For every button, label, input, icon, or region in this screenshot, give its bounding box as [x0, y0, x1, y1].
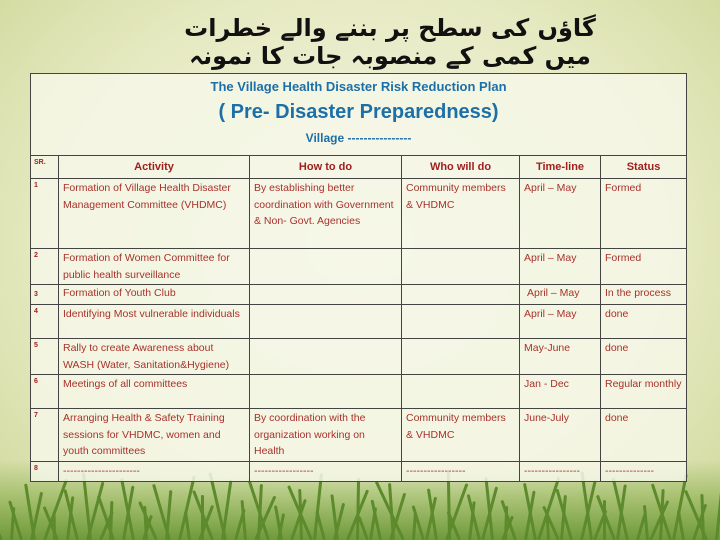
row-timeline: May-June	[519, 338, 601, 375]
col-status: Status	[599, 155, 688, 179]
row-sr: 2	[30, 248, 59, 285]
row-timeline: April – May	[519, 178, 601, 249]
row-status: Formed	[599, 178, 688, 249]
plan-subtitle: ( Pre- Disaster Preparedness)	[218, 101, 499, 123]
row-sr: 1	[30, 178, 59, 249]
table-row: 3 Formation of Youth Club April – May In th…	[30, 284, 688, 305]
row-how	[249, 304, 402, 339]
row-how: -----------------	[249, 461, 402, 482]
table-row: 1 Formation of Village Health Disaster Ma…	[30, 178, 688, 249]
row-status: Regular monthly	[599, 374, 688, 409]
row-sr: 3	[30, 284, 59, 305]
row-who	[401, 248, 520, 285]
village-label: Village ----------------	[305, 131, 412, 145]
row-activity: Identifying Most vulnerable individuals	[58, 304, 250, 339]
row-who	[401, 338, 520, 375]
grass-blade	[446, 471, 451, 540]
row-status: done	[599, 408, 688, 462]
row-activity: Formation of Village Health Disaster Man…	[58, 178, 250, 249]
row-status: In the process	[599, 284, 688, 305]
row-status: done	[599, 304, 688, 339]
row-sr: 5	[30, 338, 59, 375]
row-how	[249, 248, 402, 285]
grass-blade	[138, 501, 158, 540]
row-status: Formed	[599, 248, 688, 285]
row-how: By establishing better coordination with…	[249, 178, 402, 249]
row-how	[249, 284, 402, 305]
row-status: --------------	[599, 461, 688, 482]
row-activity: Rally to create Awareness about WASH (Wa…	[58, 338, 250, 375]
row-activity: Arranging Health & Safety Training sessi…	[58, 408, 250, 462]
grass-blade	[240, 500, 247, 540]
row-timeline: June-July	[519, 408, 601, 462]
row-timeline: Jan - Dec	[519, 374, 601, 409]
grass-blade	[81, 472, 92, 540]
row-who	[401, 284, 520, 305]
urdu-title: گاؤں کی سطح پر بننے والے خطرات میں کمی ک…	[184, 14, 596, 70]
grass-blade	[183, 511, 191, 540]
table-row: 6 Meetings of all committees Jan - Dec Regu…	[30, 374, 688, 409]
plan-table: The Village Health Disaster Risk Reducti…	[29, 73, 688, 482]
col-who: Who will do	[401, 155, 520, 179]
plan-title: The Village Health Disaster Risk Reducti…	[210, 79, 507, 94]
row-sr: 4	[30, 304, 59, 339]
row-status: done	[599, 338, 688, 375]
row-timeline: ----------------	[519, 461, 601, 482]
col-activity: Activity	[58, 155, 250, 179]
table-row: 7 Arranging Health & Safety Training sess…	[30, 408, 688, 462]
row-timeline: April – May	[519, 248, 601, 285]
grass-blade	[24, 483, 36, 540]
row-timeline: April – May	[519, 284, 601, 305]
row-who: Community members & VHDMC	[401, 408, 520, 462]
row-how	[249, 338, 402, 375]
row-who	[401, 374, 520, 409]
row-timeline: April – May	[519, 304, 601, 339]
table-row: 5 Rally to create Awareness about WASH (W…	[30, 338, 688, 375]
col-how: How to do	[249, 155, 402, 179]
row-activity: Formation of Women Committee for public …	[58, 248, 250, 285]
col-timeline: Time-line	[519, 155, 601, 179]
row-sr: 7	[30, 408, 59, 462]
grass-blade	[642, 505, 649, 540]
row-how	[249, 374, 402, 409]
row-activity: Formation of Youth Club	[58, 284, 250, 305]
row-who	[401, 304, 520, 339]
row-activity: Meetings of all committees	[58, 374, 250, 409]
header-row: SR. Activity How to do Who will do Time-…	[30, 155, 688, 179]
row-sr: 6	[30, 374, 59, 409]
row-who: Community members & VHDMC	[401, 178, 520, 249]
row-who: -----------------	[401, 461, 520, 482]
row-activity: ----------------------	[58, 461, 250, 482]
grass-blade	[676, 510, 685, 540]
table-row: 2 Formation of Women Committee for public…	[30, 248, 688, 285]
row-how: By coordination with the organization wo…	[249, 408, 402, 462]
grass-blade	[715, 478, 720, 540]
grass-blade	[356, 477, 361, 540]
col-sr: SR.	[30, 155, 59, 179]
grass-blade	[357, 515, 369, 540]
grass-blade	[0, 516, 3, 540]
plan-header: The Village Health Disaster Risk Reducti…	[29, 73, 688, 156]
table-row: 4 Identifying Most vulnerable individuals…	[30, 304, 688, 339]
table-row: 8 ---------------------- -----------------…	[30, 461, 688, 482]
row-sr: 8	[30, 461, 59, 482]
